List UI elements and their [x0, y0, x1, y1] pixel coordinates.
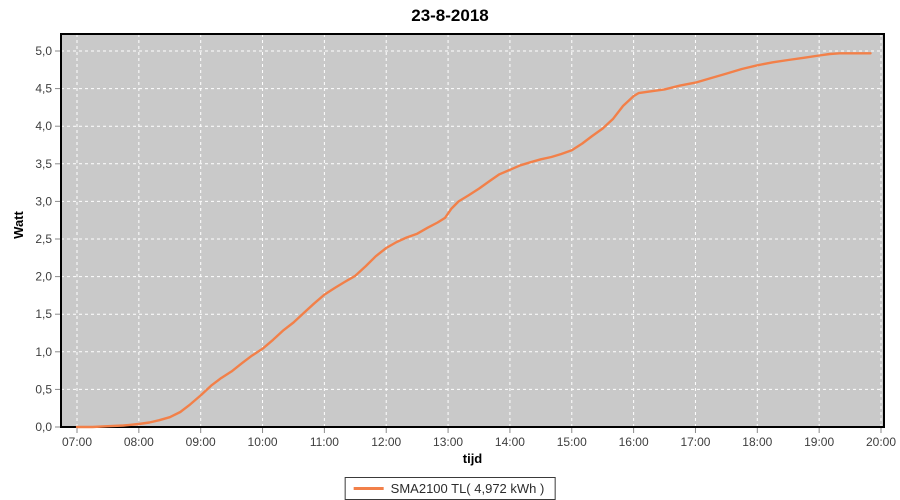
x-tick-label: 15:00 [557, 435, 587, 449]
y-tick-label: 0,0 [35, 420, 52, 434]
y-tick-label: 3,0 [35, 194, 52, 208]
plot-background [61, 34, 884, 427]
y-tick-label: 5,0 [35, 44, 52, 58]
x-tick-label: 07:00 [62, 435, 92, 449]
y-axis-title: Watt [11, 211, 26, 239]
x-tick-label: 16:00 [619, 435, 649, 449]
chart-title: 23-8-2018 [411, 6, 489, 25]
x-tick-label: 18:00 [742, 435, 772, 449]
x-tick-label: 09:00 [186, 435, 216, 449]
x-tick-label: 10:00 [248, 435, 278, 449]
x-tick-label: 08:00 [124, 435, 154, 449]
plot-border [60, 33, 885, 428]
y-tick-label: 1,5 [35, 307, 52, 321]
x-tick-label: 14:00 [495, 435, 525, 449]
series-line [75, 52, 872, 429]
y-tick-label: 3,5 [35, 157, 52, 171]
x-axis-title: tijd [462, 451, 483, 466]
y-tick-label: 2,0 [35, 270, 52, 284]
x-tick-label: 12:00 [371, 435, 401, 449]
x-tick-label: 13:00 [433, 435, 463, 449]
x-tick-label: 11:00 [310, 435, 339, 449]
x-tick-label: 20:00 [866, 435, 896, 449]
x-tick-label: 17:00 [680, 435, 710, 449]
legend-label: SMA2100 TL( 4,972 kWh ) [390, 481, 545, 496]
legend: SMA2100 TL( 4,972 kWh ) [344, 477, 556, 500]
y-tick-label: 0,5 [35, 382, 52, 396]
legend-line-swatch [353, 487, 384, 490]
y-tick-label: 4,0 [35, 119, 52, 133]
y-tick-label: 2,5 [35, 232, 52, 246]
x-tick-label: 19:00 [804, 435, 834, 449]
y-tick-label: 1,0 [35, 345, 52, 359]
y-tick-label: 4,5 [35, 82, 52, 96]
